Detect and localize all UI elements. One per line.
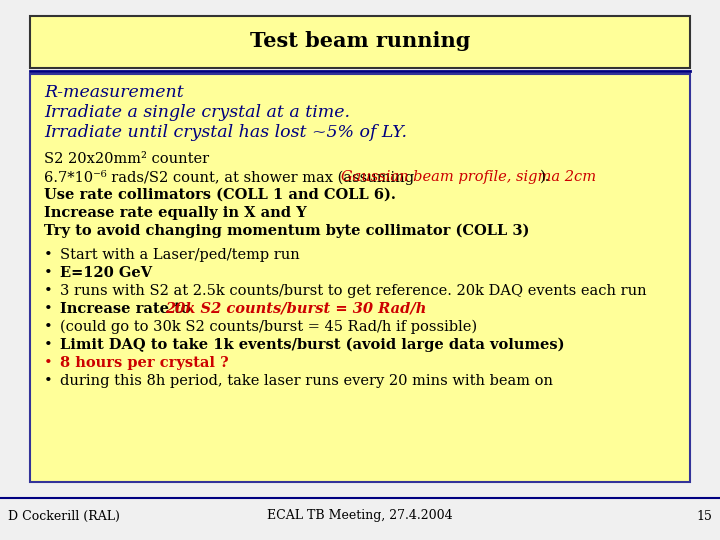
Text: Start with a Laser/ped/temp run: Start with a Laser/ped/temp run — [60, 248, 300, 262]
Text: •: • — [44, 374, 53, 388]
Text: Irradiate a single crystal at a time.: Irradiate a single crystal at a time. — [44, 104, 350, 121]
Text: Test beam running: Test beam running — [250, 31, 470, 51]
Text: 15: 15 — [696, 510, 712, 523]
Text: 8 hours per crystal ?: 8 hours per crystal ? — [60, 356, 229, 370]
Text: •: • — [44, 302, 53, 316]
Text: ).: ). — [539, 170, 550, 184]
Text: Try to avoid changing momentum byte collimator (COLL 3): Try to avoid changing momentum byte coll… — [44, 224, 529, 238]
Text: (could go to 30k S2 counts/burst = 45 Rad/h if possible): (could go to 30k S2 counts/burst = 45 Ra… — [60, 320, 477, 334]
Text: •: • — [44, 284, 53, 298]
FancyBboxPatch shape — [30, 16, 690, 68]
Text: D Cockerill (RAL): D Cockerill (RAL) — [8, 510, 120, 523]
Text: E=120 GeV: E=120 GeV — [60, 266, 152, 280]
Text: •: • — [44, 356, 53, 370]
Text: 3 runs with S2 at 2.5k counts/burst to get reference. 20k DAQ events each run: 3 runs with S2 at 2.5k counts/burst to g… — [60, 284, 647, 298]
Text: Use rate collimators (COLL 1 and COLL 6).: Use rate collimators (COLL 1 and COLL 6)… — [44, 188, 396, 202]
Text: ECAL TB Meeting, 27.4.2004: ECAL TB Meeting, 27.4.2004 — [267, 510, 453, 523]
Text: Increase rate equally in X and Y: Increase rate equally in X and Y — [44, 206, 307, 220]
Text: Gaussian beam profile, sigma 2cm: Gaussian beam profile, sigma 2cm — [341, 170, 596, 184]
Text: •: • — [44, 320, 53, 334]
Text: R-measurement: R-measurement — [44, 84, 184, 101]
Text: S2 20x20mm² counter: S2 20x20mm² counter — [44, 152, 209, 166]
FancyBboxPatch shape — [30, 74, 690, 482]
Text: 6.7*10⁻⁶ rads/S2 count, at shower max (assuming: 6.7*10⁻⁶ rads/S2 count, at shower max (a… — [44, 170, 419, 185]
Text: during this 8h period, take laser runs every 20 mins with beam on: during this 8h period, take laser runs e… — [60, 374, 553, 388]
Text: Irradiate until crystal has lost ~5% of LY.: Irradiate until crystal has lost ~5% of … — [44, 124, 407, 141]
Text: Limit DAQ to take 1k events/burst (avoid large data volumes): Limit DAQ to take 1k events/burst (avoid… — [60, 338, 564, 353]
Text: •: • — [44, 266, 53, 280]
Text: •: • — [44, 338, 53, 352]
Text: •: • — [44, 248, 53, 262]
Text: 20k S2 counts/burst = 30 Rad/h: 20k S2 counts/burst = 30 Rad/h — [166, 302, 427, 316]
Text: Increase rate to: Increase rate to — [60, 302, 196, 316]
